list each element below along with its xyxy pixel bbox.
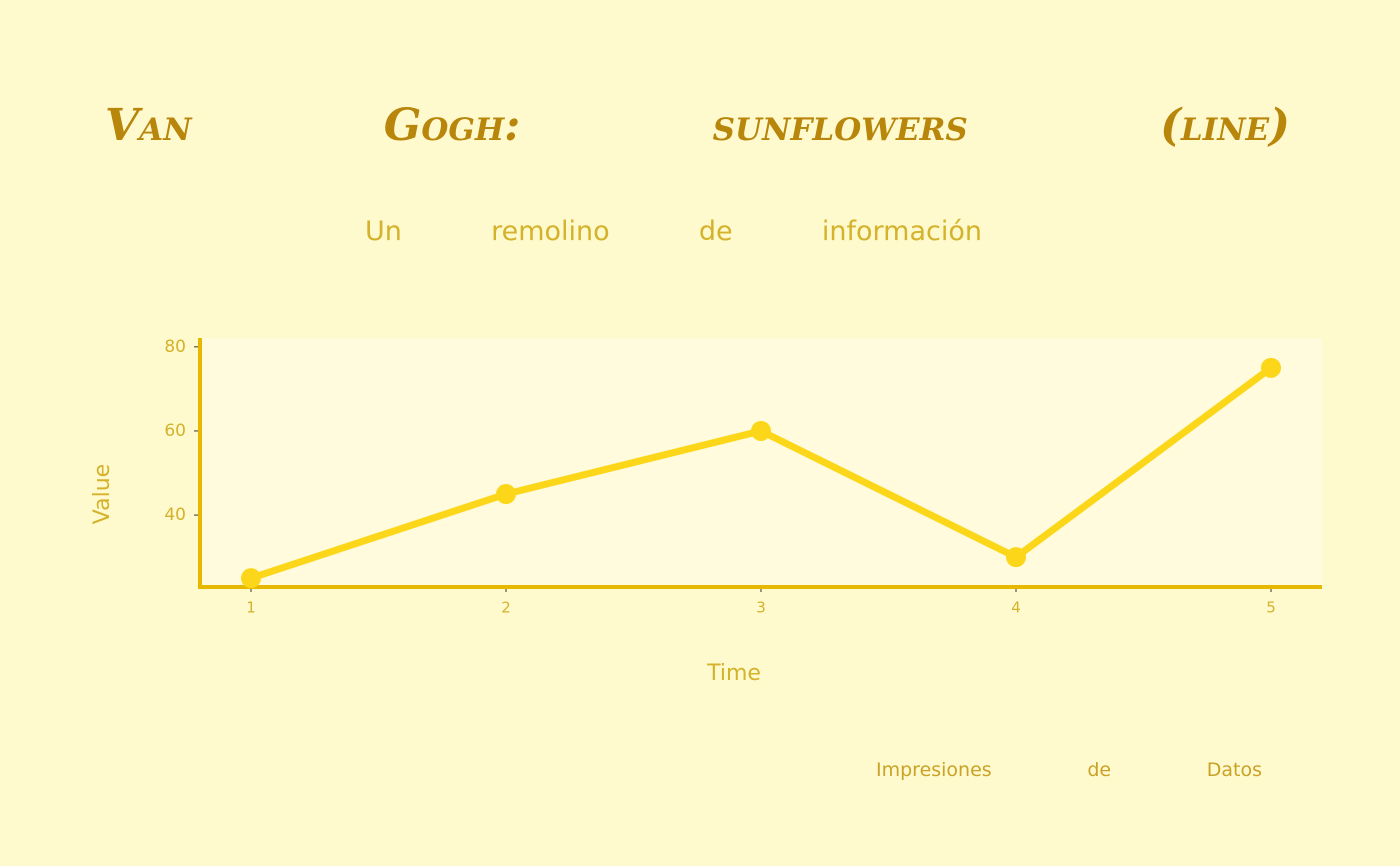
plot-area [200, 338, 1322, 587]
point [1261, 357, 1281, 378]
x-tick-label: 3 [756, 599, 766, 617]
x-tick-label: 4 [1011, 599, 1021, 617]
x-axis-label: Time [706, 661, 761, 686]
x-tick-label: 5 [1266, 599, 1276, 617]
y-axis-label: Value [90, 464, 115, 524]
footer: Impresiones de Datos [876, 759, 1262, 781]
point [241, 568, 261, 589]
y-tick-label: 80 [164, 337, 186, 357]
x-tick-label: 2 [501, 599, 511, 617]
point [1006, 547, 1026, 568]
point [496, 484, 516, 505]
point [751, 420, 771, 441]
x-tick-label: 1 [246, 599, 256, 617]
chart-subtitle: Un remolino de información [365, 216, 982, 247]
y-tick-label: 60 [164, 421, 186, 441]
chart-title: Van Gogh: sunflowers (line) [105, 100, 1290, 151]
y-tick-label: 40 [164, 505, 186, 525]
